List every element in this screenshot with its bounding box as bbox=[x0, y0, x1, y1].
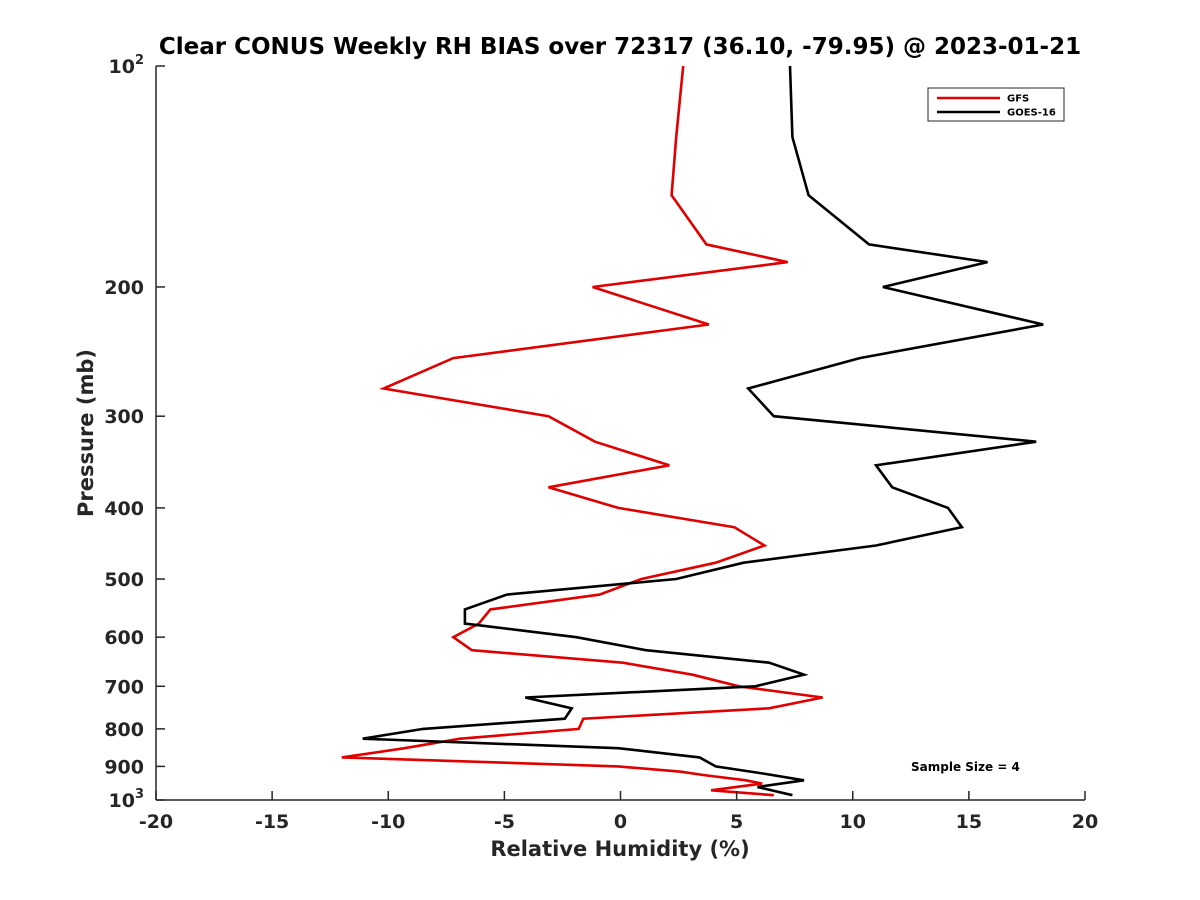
legend-label: GFS bbox=[1007, 94, 1029, 105]
y-axis-label: Pressure (mb) bbox=[74, 349, 98, 517]
series-line-goes-16 bbox=[362, 65, 1044, 797]
y-tick-label: 500 bbox=[104, 569, 144, 591]
x-tick-label: -10 bbox=[371, 811, 405, 833]
legend: GFS GOES-16 bbox=[927, 87, 1065, 122]
y-tick-exponent: 3 bbox=[135, 787, 144, 802]
y-tick-label: 200 bbox=[104, 277, 144, 299]
y-tick-base: 400 bbox=[104, 498, 144, 520]
y-tick-base: 500 bbox=[104, 569, 144, 591]
y-tick-label: 600 bbox=[104, 627, 144, 649]
y-tick-label: 300 bbox=[104, 406, 144, 428]
y-tick-base: 600 bbox=[104, 627, 144, 649]
y-tick-label: 700 bbox=[104, 676, 144, 698]
y-tick-base: 10 bbox=[109, 56, 135, 78]
y-tick-base: 300 bbox=[104, 406, 144, 428]
x-tick-label: 20 bbox=[1072, 811, 1098, 833]
y-tick-label: 400 bbox=[104, 498, 144, 520]
y-tick-base: 800 bbox=[104, 719, 144, 741]
y-tick-label: 900 bbox=[104, 756, 144, 778]
y-tick-base: 900 bbox=[104, 756, 144, 778]
x-tick-label: -5 bbox=[494, 811, 515, 833]
x-axis-label: Relative Humidity (%) bbox=[490, 837, 749, 861]
legend-label: GOES-16 bbox=[1007, 108, 1056, 119]
y-tick-exponent: 2 bbox=[135, 53, 144, 68]
x-tick-label: -20 bbox=[139, 811, 173, 833]
x-tick-label: 0 bbox=[614, 811, 627, 833]
x-tick-label: 15 bbox=[956, 811, 982, 833]
x-tick-label: 10 bbox=[840, 811, 866, 833]
y-tick-base: 200 bbox=[104, 277, 144, 299]
series-layer bbox=[341, 65, 1044, 797]
y-tick-label: 102 bbox=[109, 53, 145, 78]
sample-size-annotation: Sample Size = 4 bbox=[911, 760, 1020, 774]
legend-box bbox=[927, 87, 1065, 122]
series-line-gfs bbox=[341, 65, 823, 797]
y-tick-base: 10 bbox=[109, 790, 135, 812]
chart-title: Clear CONUS Weekly RH BIAS over 72317 (3… bbox=[159, 34, 1081, 60]
y-tick-label: 103 bbox=[109, 787, 145, 812]
y-tick-base: 700 bbox=[104, 676, 144, 698]
x-tick-layer: -20 -15 -10 -5 0 5 10 15 20 bbox=[139, 791, 1098, 833]
x-tick-label: 5 bbox=[730, 811, 743, 833]
y-tick-label: 800 bbox=[104, 719, 144, 741]
x-tick-label: -15 bbox=[255, 811, 289, 833]
